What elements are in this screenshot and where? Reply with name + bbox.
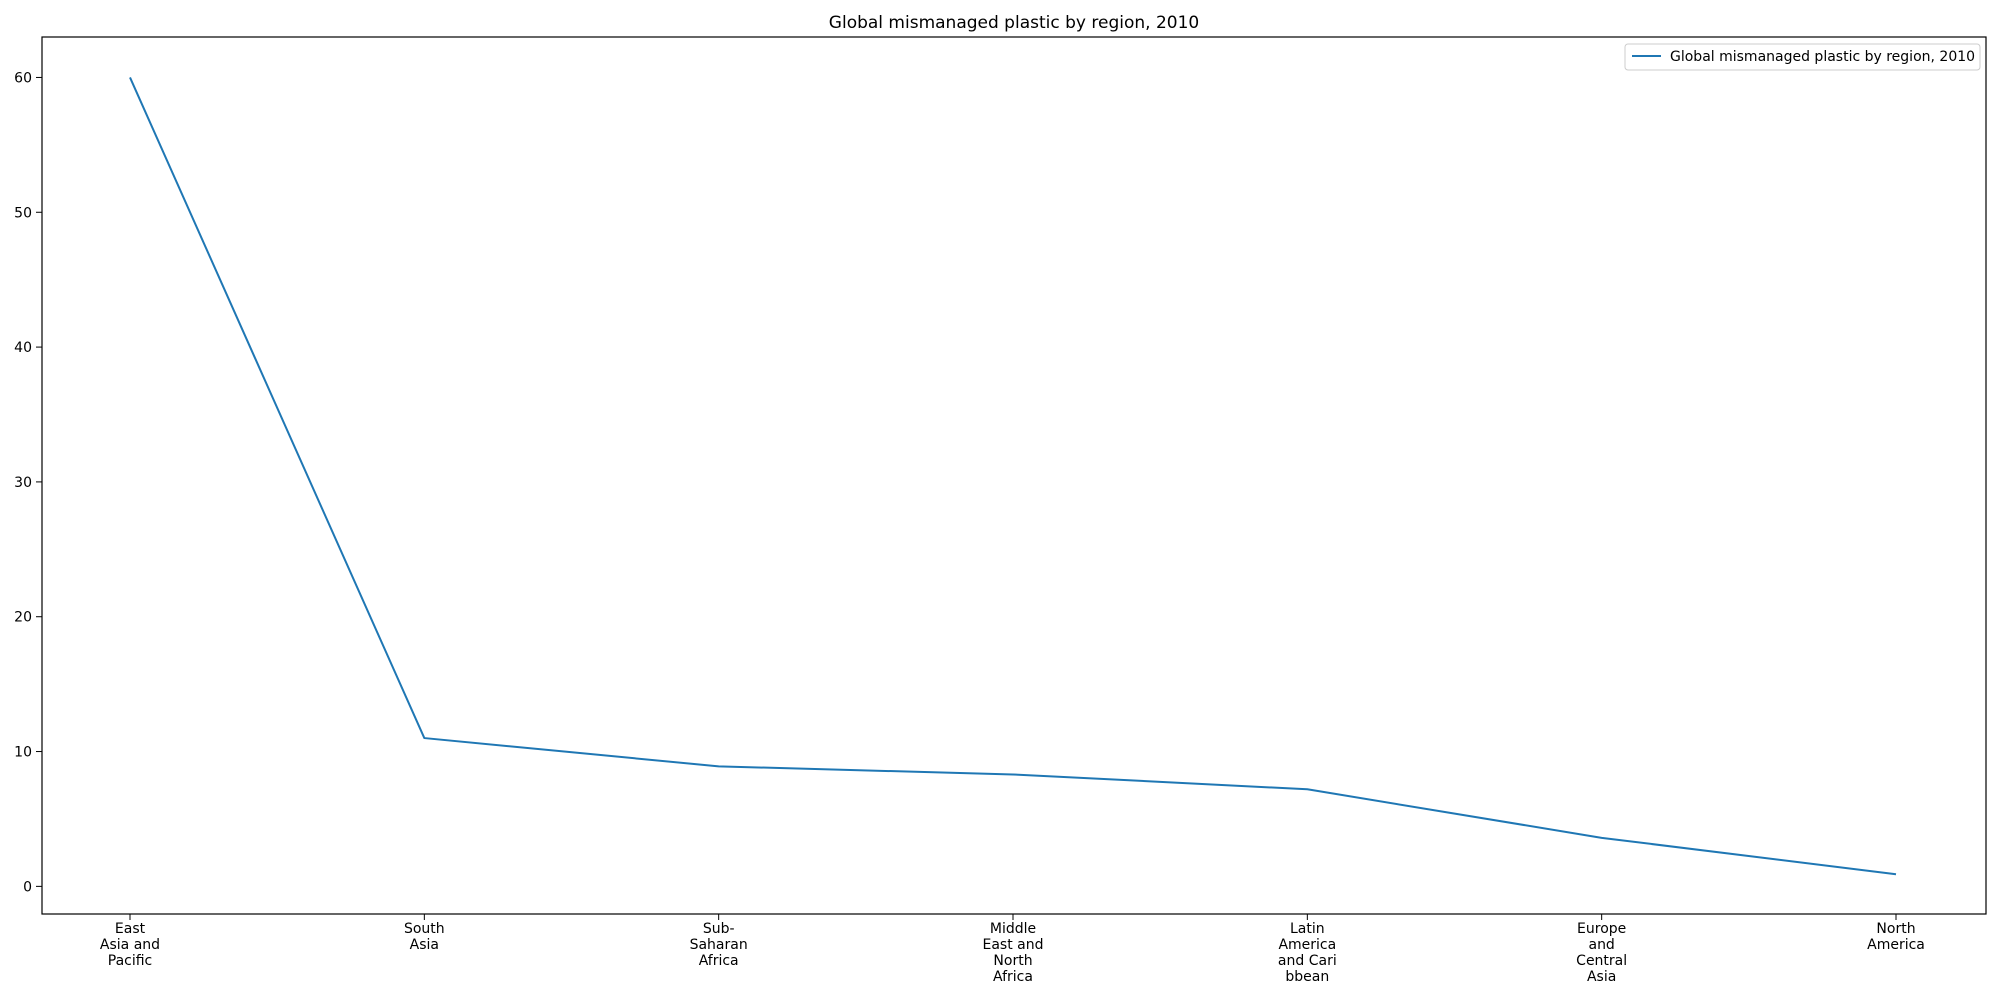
- y-tick-label: 20: [14, 610, 32, 626]
- x-tick-label-line: and Cari: [1278, 953, 1337, 969]
- legend-box: [1624, 43, 1981, 71]
- x-tick-label-line: Sub-: [703, 921, 735, 937]
- x-tick-label: North America: [1867, 921, 1925, 953]
- x-tick-label: Europe and Central Asia: [1576, 921, 1627, 985]
- x-tick-label-line: Middle: [990, 921, 1036, 937]
- legend: Global mismanaged plastic by region, 201…: [1624, 43, 1981, 71]
- x-tick-label-line: Asia: [1587, 969, 1616, 985]
- x-tick-label-line: America: [1278, 937, 1336, 953]
- x-tick-label: Middle East and North Africa: [983, 921, 1044, 985]
- x-tick-label-line: East: [115, 921, 146, 937]
- x-tick-label: Latin America and Cari bbean: [1278, 921, 1337, 985]
- y-tick-label: 50: [14, 205, 32, 221]
- chart-title: Global mismanaged plastic by region, 201…: [829, 13, 1199, 33]
- plot-frame: [41, 36, 1987, 915]
- series-line: [129, 77, 1897, 876]
- x-tick-label-line: Asia: [410, 937, 439, 953]
- x-tick-label: Sub-Saharan Africa: [690, 921, 748, 969]
- y-tick-label: 30: [14, 475, 32, 491]
- y-tick-label: 40: [14, 340, 32, 356]
- y-tick-label: 60: [14, 70, 32, 86]
- x-tick-label: South Asia: [404, 921, 445, 953]
- x-tick-label-line: Latin: [1290, 921, 1325, 937]
- x-tick-label-line: Africa: [699, 953, 739, 969]
- x-tick-label-line: Africa: [993, 969, 1033, 985]
- x-tick-label-line: bbean: [1285, 969, 1329, 985]
- x-tick-label-line: Europe: [1577, 921, 1626, 937]
- x-tick-label-line: North: [993, 953, 1032, 969]
- x-tick-label-line: and: [1588, 937, 1614, 953]
- y-tick-label: 10: [14, 745, 32, 761]
- x-tick-label-line: Asia and: [100, 937, 160, 953]
- x-tick-label-line: Pacific: [108, 953, 153, 969]
- y-tick-label: 0: [23, 879, 32, 895]
- x-tick-label-line: America: [1867, 937, 1925, 953]
- x-tick-label-line: East and: [983, 937, 1044, 953]
- x-tick-label-line: North: [1876, 921, 1915, 937]
- x-tick-label-line: Central: [1576, 953, 1627, 969]
- x-tick-label-line: Saharan: [690, 937, 748, 953]
- x-tick-label-line: South: [404, 921, 445, 937]
- x-tick-label: East Asia and Pacific: [100, 921, 160, 969]
- legend-label: Global mismanaged plastic by region, 201…: [1670, 49, 1975, 65]
